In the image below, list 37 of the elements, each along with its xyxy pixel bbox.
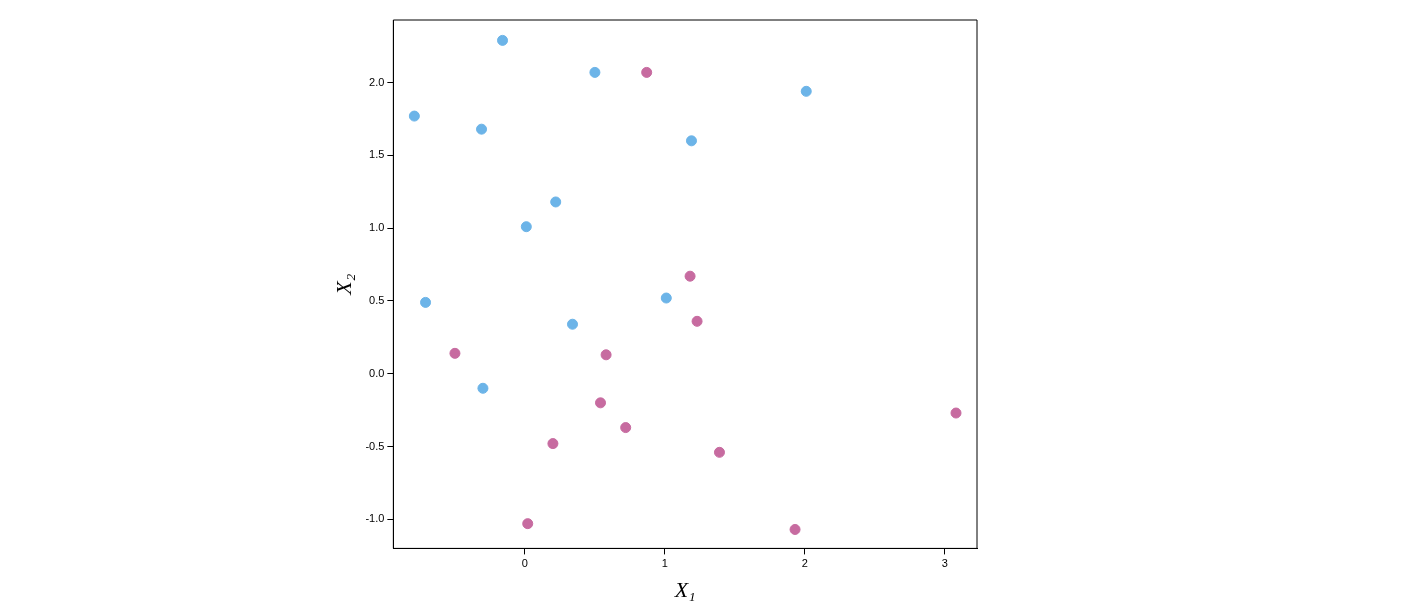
point bbox=[641, 66, 653, 78]
point bbox=[550, 196, 562, 208]
point bbox=[800, 85, 812, 97]
point bbox=[950, 407, 962, 419]
x-axis-title: X₁ bbox=[673, 576, 696, 602]
point bbox=[600, 349, 612, 361]
point bbox=[477, 382, 489, 394]
point bbox=[685, 135, 697, 147]
point bbox=[567, 318, 579, 330]
y-tick-label: -0.5 bbox=[365, 439, 385, 452]
point bbox=[589, 66, 601, 78]
y-axis-title: X₂ bbox=[330, 273, 356, 296]
point bbox=[691, 315, 703, 327]
point bbox=[476, 123, 488, 135]
x-tick-label: 1 bbox=[661, 557, 668, 570]
y-tick-label: 1.5 bbox=[369, 148, 385, 161]
point bbox=[684, 270, 696, 282]
point bbox=[547, 438, 559, 450]
x-tick-label: 0 bbox=[521, 557, 528, 570]
x-tick-label: 3 bbox=[941, 557, 948, 570]
point bbox=[408, 110, 420, 122]
point bbox=[595, 397, 606, 409]
point bbox=[789, 523, 801, 535]
point bbox=[660, 292, 672, 304]
y-tick-label: -1.0 bbox=[365, 512, 385, 525]
point bbox=[620, 422, 632, 434]
y-tick-label: 0.0 bbox=[369, 366, 385, 379]
point bbox=[497, 34, 509, 46]
point bbox=[420, 296, 432, 308]
y-tick-label: 0.5 bbox=[369, 293, 385, 306]
y-tick-label: 2.0 bbox=[369, 75, 385, 88]
x-tick-label: 2 bbox=[801, 557, 808, 570]
point bbox=[449, 347, 461, 359]
y-tick-label: 1.0 bbox=[369, 221, 385, 234]
point bbox=[522, 518, 534, 530]
point bbox=[520, 221, 532, 233]
point bbox=[713, 446, 725, 458]
